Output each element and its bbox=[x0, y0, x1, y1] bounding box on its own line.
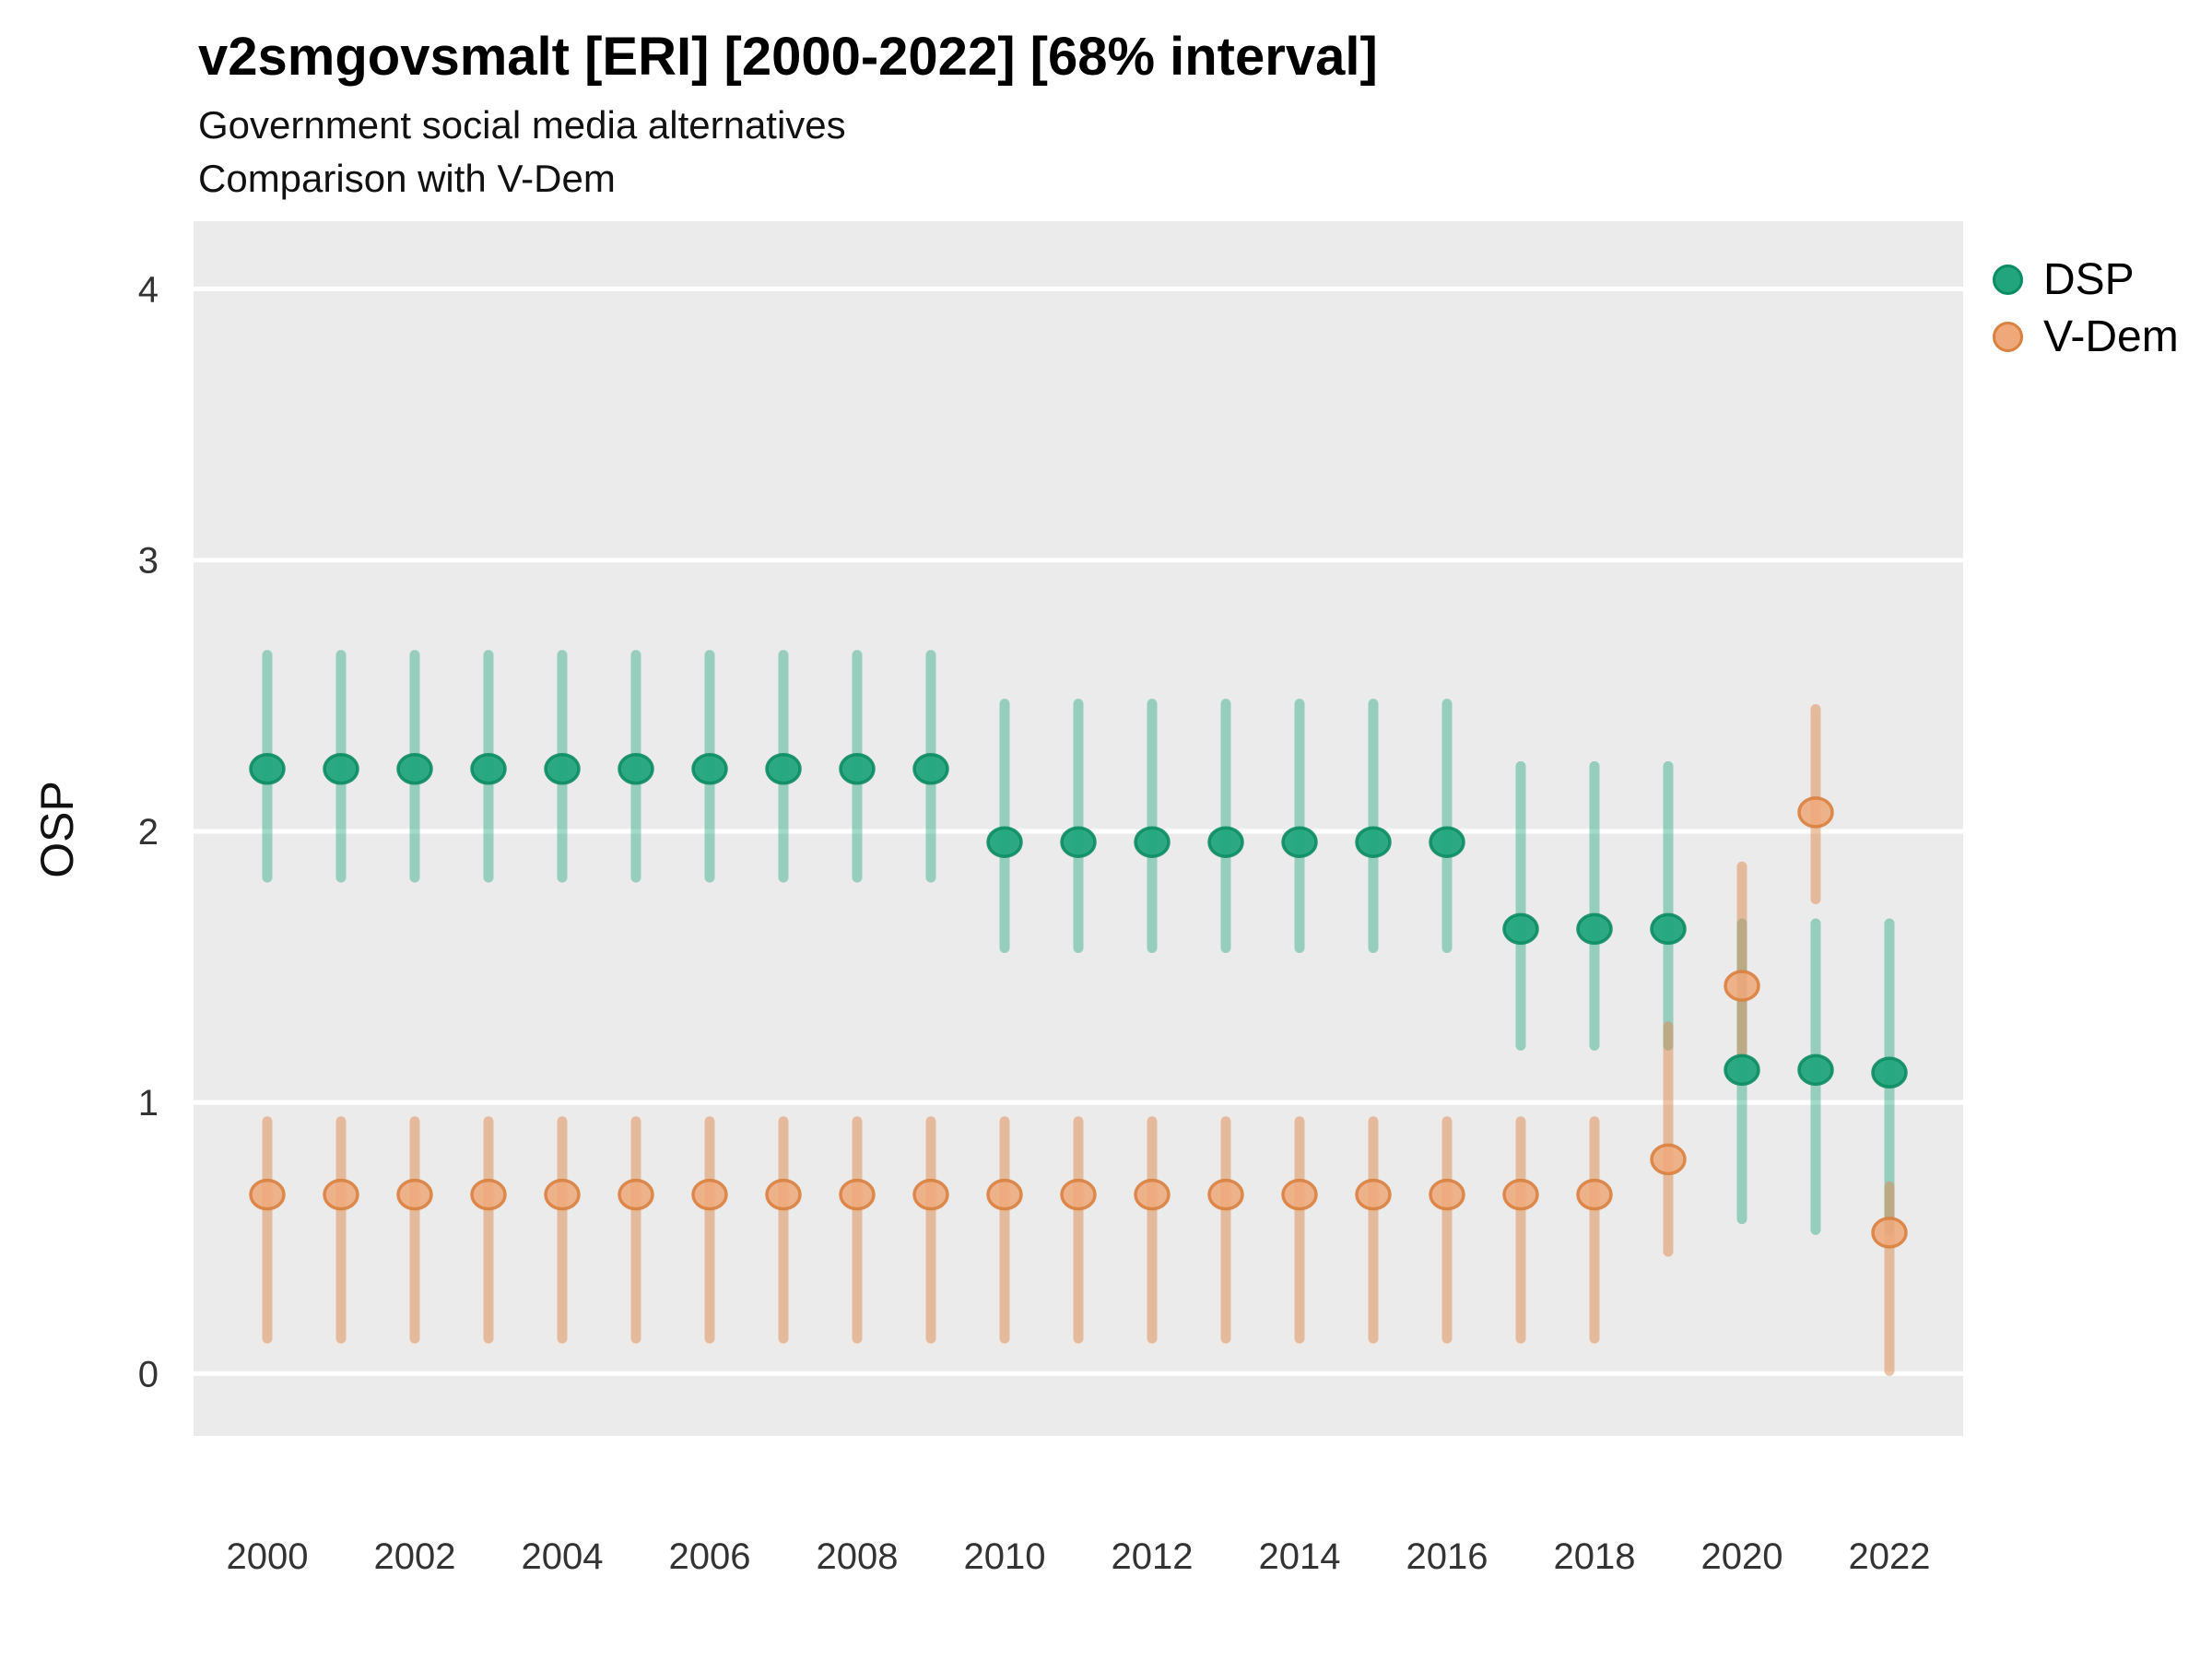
legend-label-vdem: V-Dem bbox=[2043, 312, 2179, 361]
dsp-point-2007 bbox=[765, 753, 802, 785]
y-tick-label-4: 4 bbox=[138, 270, 159, 311]
dsp-point-2021 bbox=[1797, 1053, 1834, 1087]
x-tick-label-2012: 2012 bbox=[1112, 1536, 1194, 1577]
v-dem-point-2014 bbox=[1281, 1178, 1318, 1211]
chart-title: v2smgovsmalt [ERI] [2000-2022] [68% inte… bbox=[198, 27, 1378, 87]
dsp-point-2012 bbox=[1134, 826, 1171, 858]
dsp-point-2013 bbox=[1207, 826, 1244, 858]
dsp-point-2015 bbox=[1355, 826, 1392, 858]
y-tick-label-2: 2 bbox=[138, 812, 159, 853]
v-dem-point-2019 bbox=[1650, 1143, 1687, 1176]
v-dem-point-2015 bbox=[1355, 1178, 1392, 1211]
dsp-point-2018 bbox=[1576, 912, 1613, 946]
x-tick-label-2010: 2010 bbox=[964, 1536, 1046, 1577]
v-dem-point-2002 bbox=[396, 1178, 433, 1211]
v-dem-point-2018 bbox=[1576, 1178, 1613, 1211]
y-tick-label-1: 1 bbox=[138, 1083, 159, 1124]
v-dem-point-2005 bbox=[618, 1178, 654, 1211]
vdem-legend-marker-icon bbox=[1993, 321, 2023, 352]
y-axis-tick-labels: 0 1 2 3 4 bbox=[138, 270, 159, 1395]
v-dem-point-2022 bbox=[1871, 1217, 1908, 1249]
v-dem-point-2004 bbox=[544, 1178, 581, 1211]
dsp-point-2010 bbox=[986, 826, 1023, 858]
v-dem-point-2000 bbox=[249, 1178, 286, 1211]
legend: DSP V-Dem bbox=[1993, 251, 2179, 365]
data-points bbox=[249, 753, 1908, 1249]
legend-item-vdem: V-Dem bbox=[1993, 308, 2179, 365]
x-axis-tick-labels: 2000 2002 2004 2006 2008 2010 2012 2014 2016 2018… bbox=[227, 1536, 1931, 1577]
dsp-point-2022 bbox=[1871, 1056, 1908, 1089]
v-dem-point-2001 bbox=[323, 1178, 359, 1211]
dsp-point-2020 bbox=[1724, 1053, 1760, 1087]
x-tick-label-2022: 2022 bbox=[1849, 1536, 1931, 1577]
y-tick-label-3: 3 bbox=[138, 541, 159, 582]
dsp-point-2001 bbox=[323, 753, 359, 785]
dsp-point-2017 bbox=[1502, 912, 1539, 946]
v-dem-point-2008 bbox=[839, 1178, 876, 1211]
dsp-point-2000 bbox=[249, 753, 286, 785]
dsp-point-2016 bbox=[1429, 826, 1465, 858]
v-dem-point-2007 bbox=[765, 1178, 802, 1211]
dsp-point-2009 bbox=[912, 753, 949, 785]
v-dem-point-2003 bbox=[470, 1178, 507, 1211]
dsp-point-2014 bbox=[1281, 826, 1318, 858]
dsp-point-2005 bbox=[618, 753, 654, 785]
dsp-point-2004 bbox=[544, 753, 581, 785]
dsp-point-2003 bbox=[470, 753, 507, 785]
chart-subtitle-2: Comparison with V-Dem bbox=[198, 157, 616, 200]
x-tick-label-2002: 2002 bbox=[374, 1536, 456, 1577]
v-dem-point-2010 bbox=[986, 1178, 1023, 1211]
x-tick-label-2020: 2020 bbox=[1701, 1536, 1783, 1577]
x-tick-label-2014: 2014 bbox=[1259, 1536, 1341, 1577]
dsp-point-2008 bbox=[839, 753, 876, 785]
v-dem-point-2021 bbox=[1797, 796, 1834, 829]
v-dem-point-2016 bbox=[1429, 1178, 1465, 1211]
x-tick-label-2000: 2000 bbox=[227, 1536, 309, 1577]
dsp-point-2006 bbox=[691, 753, 728, 785]
legend-item-dsp: DSP bbox=[1993, 251, 2179, 308]
chart-subtitle: Government social media alternatives bbox=[198, 103, 846, 147]
v-dem-point-2011 bbox=[1060, 1178, 1097, 1211]
v-dem-point-2013 bbox=[1207, 1178, 1244, 1211]
y-tick-label-0: 0 bbox=[138, 1354, 159, 1394]
x-tick-label-2016: 2016 bbox=[1406, 1536, 1488, 1577]
v-dem-point-2020 bbox=[1724, 970, 1760, 1002]
legend-label-dsp: DSP bbox=[2043, 254, 2135, 304]
v-dem-point-2012 bbox=[1134, 1178, 1171, 1211]
dsp-point-2011 bbox=[1060, 826, 1097, 858]
v-dem-point-2009 bbox=[912, 1178, 949, 1211]
dsp-legend-marker-icon bbox=[1993, 264, 2023, 295]
x-tick-label-2018: 2018 bbox=[1554, 1536, 1636, 1577]
x-tick-label-2006: 2006 bbox=[669, 1536, 751, 1577]
dsp-point-2019 bbox=[1650, 912, 1687, 946]
dsp-point-2002 bbox=[396, 753, 433, 785]
x-tick-label-2004: 2004 bbox=[522, 1536, 604, 1577]
v-dem-point-2006 bbox=[691, 1178, 728, 1211]
v-dem-point-2017 bbox=[1502, 1178, 1539, 1211]
x-tick-label-2008: 2008 bbox=[817, 1536, 899, 1577]
